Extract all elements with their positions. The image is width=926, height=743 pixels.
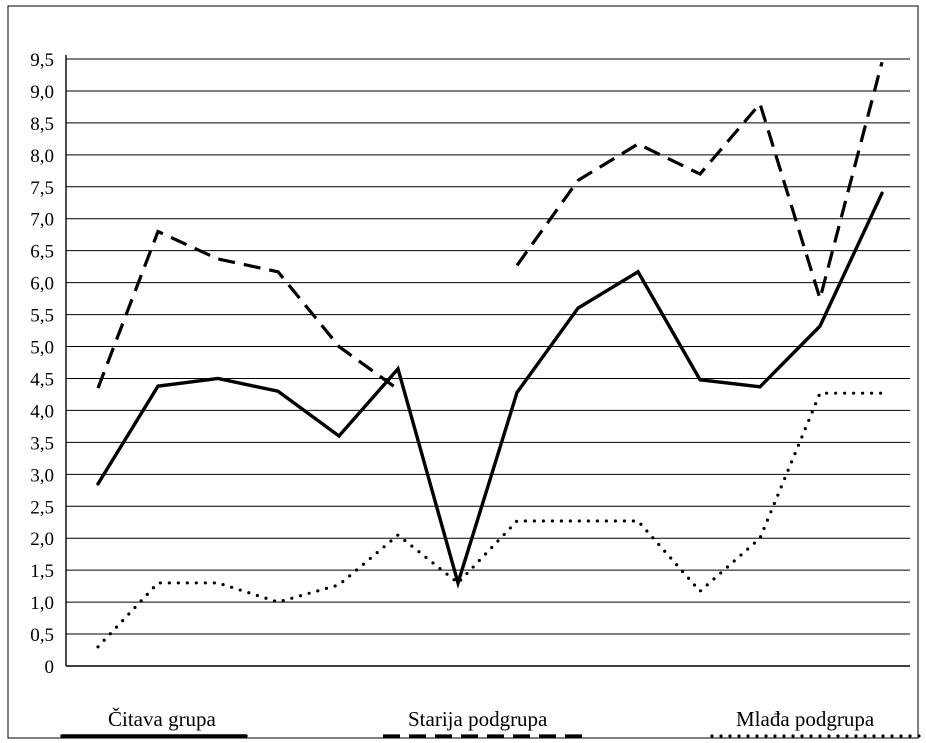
legend-item-3: Mlađa podgrupa <box>710 707 926 738</box>
y-tick-label: 1,0 <box>30 593 54 614</box>
y-tick-label: 6,5 <box>30 242 54 263</box>
y-tick-label: 8,5 <box>30 114 54 135</box>
legend-label: Mlađa podgrupa <box>736 707 875 731</box>
legend-label: Starija podgrupa <box>408 707 548 731</box>
series-line-2 <box>515 61 884 305</box>
y-tick-label: 7,0 <box>30 210 54 231</box>
y-tick-label: 2,5 <box>30 497 54 518</box>
legend-label: Čitava grupa <box>108 707 217 731</box>
y-tick-label: 1,5 <box>30 561 54 582</box>
chart-border <box>7 5 919 739</box>
y-tick-label: 0 <box>45 657 55 678</box>
series-line-2 <box>96 229 399 391</box>
y-tick-label: 9,0 <box>30 82 54 103</box>
legend-item-1: Čitava grupa <box>60 707 248 738</box>
y-tick-label: 4,0 <box>30 401 54 422</box>
y-tick-label: 3,0 <box>30 465 54 486</box>
y-tick-label: 7,5 <box>30 178 54 199</box>
y-tick-label: 9,5 <box>30 50 54 71</box>
y-tick-label: 5,0 <box>30 338 54 359</box>
y-tick-label: 3,5 <box>30 433 54 454</box>
y-tick-label: 0,5 <box>30 625 54 646</box>
y-tick-label: 6,0 <box>30 274 54 295</box>
series-lines <box>96 61 884 649</box>
y-tick-label: 8,0 <box>30 146 54 167</box>
y-tick-label: 4,5 <box>30 369 54 390</box>
legend: Čitava grupa Starija podgrupa Mlađa podgru… <box>60 707 926 738</box>
y-axis: 0 0,5 1,0 1,5 2,0 2,5 3,0 3,5 4,0 4,5 5,0 5,5 6,0 6,5… <box>30 50 67 678</box>
y-tick-label: 5,5 <box>30 306 54 327</box>
legend-item-2: Starija podgrupa <box>383 707 585 738</box>
y-tick-label: 2,0 <box>30 529 54 550</box>
series-line-1 <box>96 191 884 589</box>
